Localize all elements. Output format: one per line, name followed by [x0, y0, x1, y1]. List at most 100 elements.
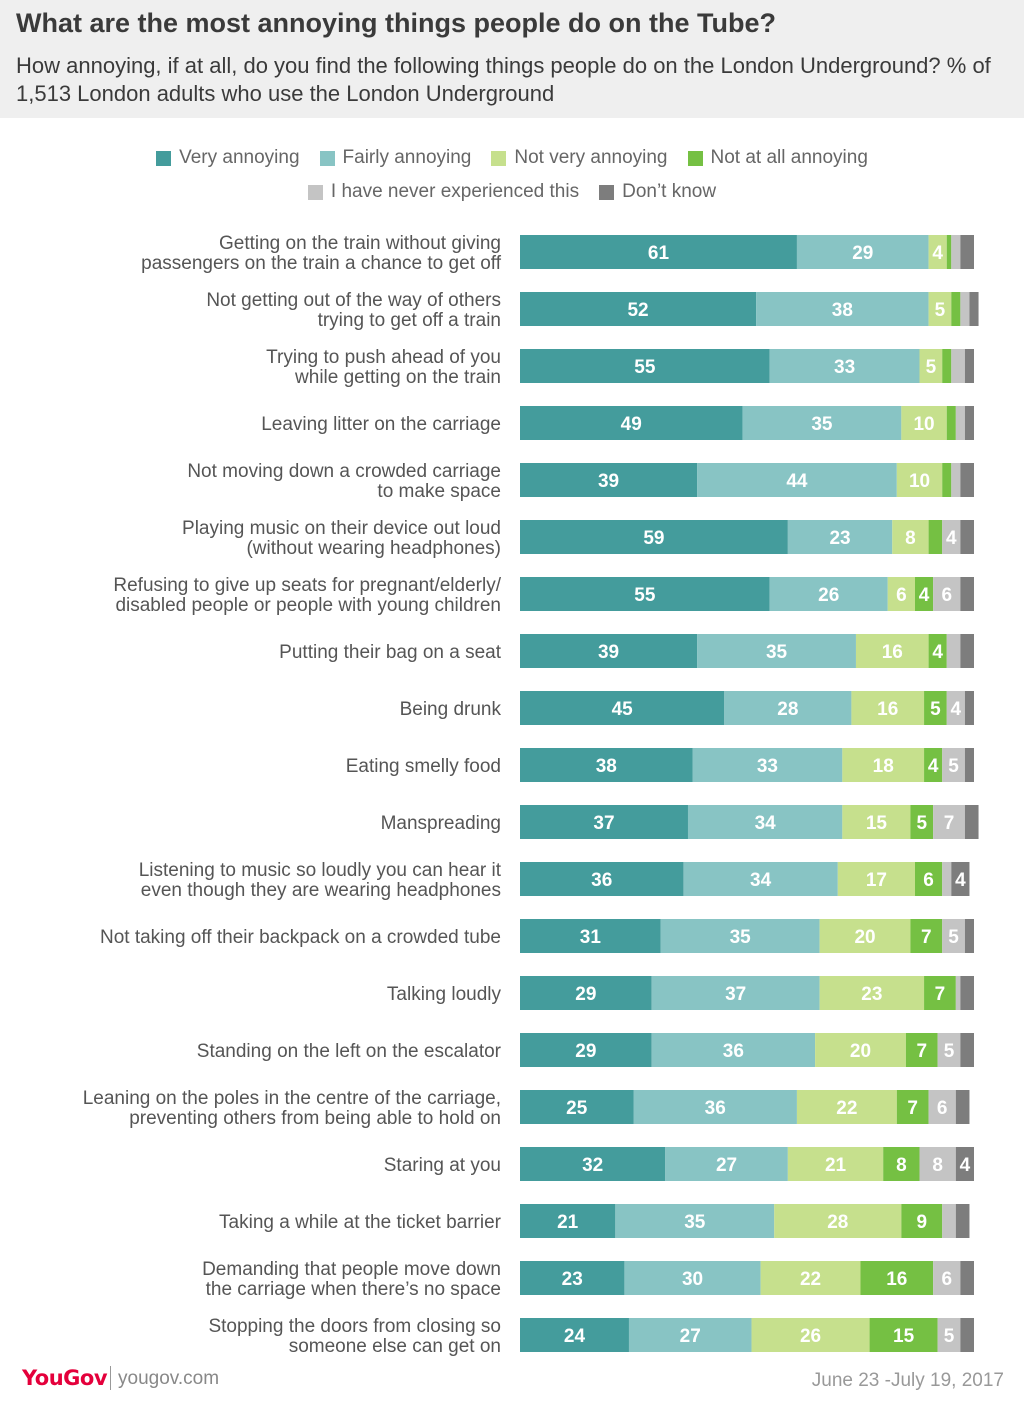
bar-segment [520, 748, 693, 782]
bar-segment [851, 691, 925, 725]
data-label: 45 [612, 699, 634, 720]
data-label: 7 [917, 1041, 928, 1062]
bar-segment [651, 976, 820, 1010]
data-label: 23 [829, 528, 850, 549]
bar-segment [910, 919, 943, 953]
bar-segment [910, 805, 934, 839]
bar-segment [769, 349, 920, 383]
bar-segment [769, 577, 888, 611]
bar-segment [937, 1033, 961, 1067]
bar-segment [955, 1147, 974, 1181]
data-label: 23 [562, 1269, 583, 1290]
bar-segment [520, 520, 788, 554]
bar-segment [692, 748, 843, 782]
data-label: 17 [866, 870, 887, 891]
bar-segment [520, 691, 725, 725]
bar-segment [896, 1090, 929, 1124]
data-label: 7 [944, 813, 955, 834]
footer-site[interactable]: yougov.com [118, 1368, 220, 1389]
bar-segment [901, 406, 947, 440]
data-label: 26 [818, 585, 839, 606]
bar-segment [756, 292, 929, 326]
data-label: 35 [684, 1212, 706, 1233]
bar-segment [960, 976, 974, 1010]
bar-segment [520, 919, 661, 953]
category-label-line: trying to get off a train [318, 310, 501, 331]
data-label: 32 [582, 1155, 603, 1176]
bar-segment [855, 634, 929, 668]
bar-segment [520, 1147, 666, 1181]
bar-segment [969, 292, 979, 326]
data-label: 36 [723, 1041, 744, 1062]
data-label: 10 [909, 471, 930, 492]
legend-swatch-very-annoying [156, 150, 172, 166]
bar-segment [896, 463, 943, 497]
legend-label: I have never experienced this [330, 181, 580, 202]
bar-segment [624, 1261, 761, 1295]
category-label-line: Trying to push ahead of you [266, 347, 501, 368]
bar-segment [933, 805, 965, 839]
bar-segment [964, 406, 974, 440]
legend-swatch-not-very-annoying [491, 150, 507, 166]
data-label: 36 [591, 870, 612, 891]
data-label: 52 [627, 300, 648, 321]
data-label: 28 [777, 699, 798, 720]
data-label: 18 [873, 756, 894, 777]
bar-segment [520, 349, 770, 383]
bar-segment [520, 1090, 634, 1124]
bar-segment [955, 1204, 970, 1238]
category-label-line: Leaving litter on the carriage [261, 414, 501, 435]
bar-segment [520, 292, 757, 326]
data-label: 34 [755, 813, 777, 834]
data-label: 16 [877, 699, 898, 720]
category-label-line: even though they are wearing headphones [141, 880, 501, 901]
header: What are the most annoying things people… [0, 0, 1024, 118]
category-label-line: Taking a while at the ticket barrier [219, 1212, 502, 1233]
legend-label: Fairly annoying [342, 147, 472, 168]
bar-segment [960, 577, 974, 611]
bar-segment [946, 634, 961, 668]
data-label: 5 [944, 1041, 955, 1062]
category-label: Taking a while at the ticket barrier [219, 1212, 502, 1233]
bar-segment [933, 577, 961, 611]
data-label: 4 [932, 243, 943, 264]
bar-segment [633, 1090, 797, 1124]
data-label: 61 [648, 243, 670, 264]
bar-segment [919, 1147, 956, 1181]
legend-item-very-annoying: Very annoying [156, 147, 300, 169]
bar-segment [951, 292, 961, 326]
bar-segment [924, 748, 943, 782]
bar-segment [914, 862, 943, 896]
data-label: 8 [905, 528, 916, 549]
category-label-line: the carriage when there’s no space [206, 1279, 501, 1300]
data-label: 24 [564, 1326, 586, 1347]
data-label: 6 [896, 585, 907, 606]
bar-segment [742, 406, 902, 440]
bar-segment [942, 919, 965, 953]
data-label: 15 [866, 813, 888, 834]
bar-segment [928, 1090, 956, 1124]
data-label: 7 [907, 1098, 918, 1119]
bar-segment [942, 1204, 956, 1238]
data-label: 6 [941, 585, 952, 606]
data-label: 22 [800, 1269, 821, 1290]
bar-segment [928, 634, 947, 668]
bar-segment [905, 1033, 938, 1067]
category-label-line: Stopping the doors from closing so [208, 1316, 501, 1337]
bar-segment [697, 463, 897, 497]
category-label-line: someone else can get on [289, 1336, 501, 1357]
legend-swatch-never-experienced [307, 184, 323, 200]
bar-segment [887, 577, 915, 611]
category-label-line: Standing on the left on the escalator [197, 1041, 502, 1062]
bar-segment [942, 748, 965, 782]
data-label: 33 [834, 357, 855, 378]
bar-segment [760, 1261, 861, 1295]
data-label: 35 [766, 642, 788, 663]
data-label: 5 [917, 813, 928, 834]
bar-segment [955, 1090, 970, 1124]
bar-segment [928, 235, 947, 269]
bar-segment [520, 976, 652, 1010]
data-label: 29 [575, 1041, 596, 1062]
data-label: 15 [893, 1326, 915, 1347]
category-label-line: Not getting out of the way of others [206, 290, 501, 311]
